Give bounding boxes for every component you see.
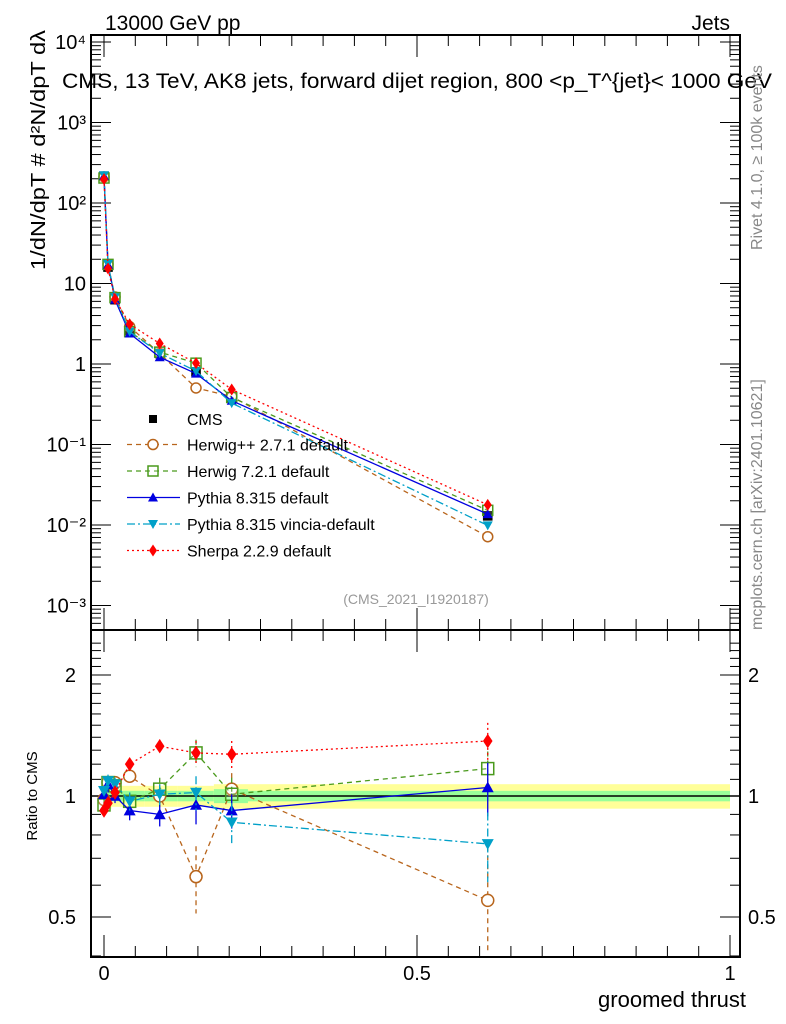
data-point-sherpa-2-2-9-default — [192, 357, 201, 370]
data-point-pythia-8-315-vincia-default — [191, 367, 202, 377]
y-tick-label: 10⁻² — [47, 515, 87, 537]
ratio-y-tick-label-right: 0.5 — [748, 907, 776, 929]
ratio-point-pythia-8-315-vincia-default — [481, 839, 494, 850]
ratio-y-tick-label-right: 2 — [748, 665, 759, 687]
ratio-point-pythia-8-315-vincia-default — [123, 796, 136, 808]
ratio-plot-frame — [90, 629, 741, 958]
data-point-sherpa-2-2-9-default — [111, 292, 120, 305]
x-tick-label: 0.5 — [403, 963, 431, 985]
ratio-axis-label: Ratio to CMS — [24, 751, 41, 840]
ratio-y-tick-label: 0.5 — [48, 907, 76, 929]
data-point-sherpa-2-2-9-default — [100, 173, 108, 186]
data-point-sherpa-2-2-9-default — [483, 498, 492, 511]
legend-label-herwig-2-7-1-default: Herwig++ 2.7.1 default — [187, 438, 349, 455]
legend-label-sherpa-2-2-9-default: Sherpa 2.2.9 default — [187, 544, 332, 561]
ratio-point-pythia-8-315-default — [481, 781, 494, 793]
x-tick-label: 0 — [98, 963, 109, 985]
data-point-pythia-8-315-vincia-default — [226, 399, 237, 409]
rivet-version-text: Rivet 4.1.0, ≥ 100k events — [749, 65, 766, 250]
y-tick-label: 10³ — [57, 113, 86, 135]
analysis-watermark: (CMS_2021_I1920187) — [343, 591, 489, 607]
ratio-point-pythia-8-315-vincia-default — [153, 789, 166, 801]
data-point-sherpa-2-2-9-default — [155, 337, 164, 350]
ratio-line-herwig-7-2-1-default — [103, 751, 488, 806]
ratio-point-pythia-8-315-vincia-default — [102, 776, 115, 787]
legend-label-cms: CMS — [187, 412, 223, 429]
ratio-y-tick-label: 1 — [65, 786, 76, 808]
ratio-point-sherpa-2-2-9-default — [482, 733, 493, 749]
ratio-point-sherpa-2-2-9-default — [154, 739, 165, 754]
ratio-point-sherpa-2-2-9-default — [110, 785, 120, 800]
ratio-point-sherpa-2-2-9-default — [124, 756, 135, 772]
x-tick-label: 1 — [724, 963, 735, 985]
legend-label-pythia-8-315-vincia-default: Pythia 8.315 vincia-default — [187, 517, 375, 534]
legend-marker-herwig-7-2-1-default — [147, 465, 159, 477]
legend-label-pythia-8-315-default: Pythia 8.315 default — [187, 491, 329, 508]
main-plot-frame — [90, 34, 741, 631]
ratio-point-herwig-2-7-1-default — [122, 769, 137, 783]
ratio-point-pythia-8-315-vincia-default — [109, 779, 122, 791]
ratio-y-tick-label: 2 — [65, 665, 76, 687]
y-tick-label: 10⁴ — [55, 32, 86, 54]
legend-marker-pythia-8-315-default — [148, 492, 158, 502]
ratio-point-pythia-8-315-vincia-default — [225, 817, 238, 829]
legend-marker-herwig-2-7-1-default — [147, 438, 159, 451]
data-point-sherpa-2-2-9-default — [125, 318, 134, 331]
series-line-pythia-8-315-vincia-default — [103, 175, 489, 527]
legend-marker-pythia-8-315-vincia-default — [148, 520, 158, 529]
data-point-sherpa-2-2-9-default — [104, 262, 113, 275]
header-right: Jets — [691, 12, 730, 35]
y-tick-label: 10 — [64, 274, 86, 296]
ratio-point-pythia-8-315-vincia-default — [190, 787, 203, 799]
data-point-pythia-8-315-vincia-default — [482, 521, 493, 531]
mcplots-reference-text: mcplots.cern.ch [arXiv:2401.10621] — [749, 379, 766, 630]
ratio-point-pythia-8-315-vincia-default — [98, 786, 110, 797]
data-point-pythia-8-315-vincia-default — [124, 327, 135, 337]
ratio-point-sherpa-2-2-9-default — [99, 803, 109, 818]
data-point-sherpa-2-2-9-default — [227, 383, 236, 396]
y-tick-label: 10⁻¹ — [47, 435, 87, 457]
ratio-point-sherpa-2-2-9-default — [226, 747, 237, 762]
data-point-pythia-8-315-vincia-default — [154, 349, 165, 359]
ratio-point-sherpa-2-2-9-default — [191, 745, 201, 761]
data-point-pythia-8-315-default — [482, 509, 493, 519]
y-tick-label: 10² — [57, 193, 86, 215]
ratio-point-herwig-2-7-1-default — [480, 893, 495, 908]
data-point-herwig-2-7-1-default — [190, 382, 202, 394]
y-axis-label: 1/dN/dpT # d²N/dpT dλ — [28, 30, 50, 270]
y-tick-label: 10⁻³ — [47, 596, 87, 618]
legend-label-herwig-7-2-1-default: Herwig 7.2.1 default — [187, 464, 330, 481]
plot-marks: 0 0.5 1 10⁻³ 10⁻² 10⁻¹ 1 10 10² 10³ 10⁴ 0.5 0.5 1 1 2 2 C… — [47, 32, 776, 985]
ratio-point-pythia-8-315-default — [153, 808, 166, 820]
header-left: 13000 GeV pp — [105, 12, 240, 35]
data-point-herwig-2-7-1-default — [481, 530, 494, 543]
x-axis-label: groomed thrust — [598, 987, 746, 1012]
ratio-y-tick-label-right: 1 — [748, 786, 759, 808]
ratio-point-sherpa-2-2-9-default — [103, 795, 113, 811]
legend-marker-sherpa-2-2-9-default — [149, 544, 157, 557]
plot-title: CMS, 13 TeV, AK8 jets, forward dijet reg… — [62, 70, 772, 93]
ratio-point-herwig-2-7-1-default — [189, 869, 203, 884]
legend-marker-cms — [149, 415, 157, 423]
y-tick-label: 1 — [75, 354, 86, 376]
